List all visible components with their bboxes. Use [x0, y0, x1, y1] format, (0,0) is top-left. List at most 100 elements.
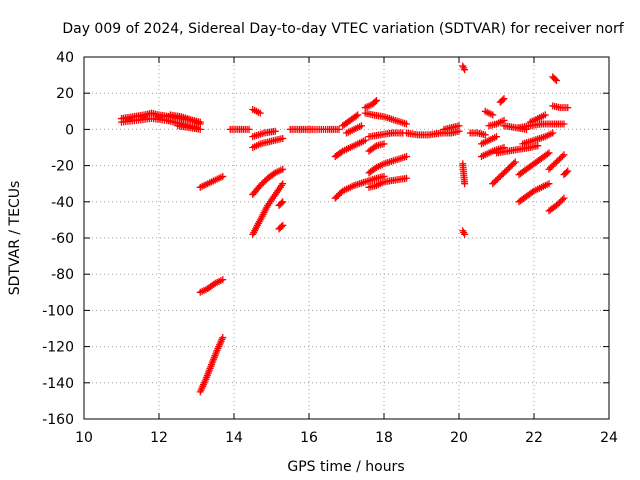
series-arc-31	[459, 160, 469, 188]
data-points	[118, 62, 572, 396]
data-point	[279, 198, 287, 206]
y-tick-label: -40	[51, 195, 74, 211]
series-arc-05	[196, 172, 227, 191]
series-arc-46	[545, 151, 568, 173]
data-point	[549, 129, 557, 137]
x-tick-label: 12	[150, 430, 168, 446]
data-point	[544, 150, 551, 158]
data-point	[354, 111, 362, 119]
data-point	[560, 194, 568, 202]
y-tick-labels: -160 -140 -120 -100 -80 -60 -40 -20 0 20 40	[42, 50, 74, 428]
y-tick-label: -120	[42, 340, 74, 356]
data-point	[279, 180, 287, 188]
series-arc-30	[459, 227, 469, 238]
data-point	[534, 142, 542, 150]
data-point	[559, 152, 566, 160]
series-arc-15	[275, 221, 287, 233]
series-arc-26	[365, 140, 388, 155]
series-arc-06	[196, 276, 227, 296]
series-arc-18	[331, 136, 369, 161]
series-arc-17	[331, 172, 388, 202]
data-point	[541, 111, 549, 119]
x-tick-labels: 10 12 14 16 18 20 22 24	[75, 430, 618, 446]
series-arc-09	[249, 105, 264, 117]
data-point	[403, 174, 410, 182]
y-tick-label: 40	[56, 50, 74, 66]
data-point	[196, 125, 204, 133]
series-arc-24	[365, 153, 410, 177]
data-point	[560, 120, 568, 128]
data-point	[564, 167, 572, 175]
y-tick-label: 20	[56, 86, 74, 102]
series-arc-10	[249, 134, 287, 151]
y-tick-label: -160	[42, 412, 74, 428]
series-arc-36	[496, 95, 508, 106]
series-arc-21	[361, 96, 380, 112]
series-arc-19	[339, 111, 362, 130]
data-point	[219, 334, 227, 342]
data-point	[461, 180, 469, 188]
data-point	[219, 172, 227, 180]
data-point	[403, 153, 410, 161]
y-axis-label: SDTVAR / TECUs	[7, 181, 23, 296]
series-arc-49	[549, 102, 572, 112]
data-point	[256, 109, 264, 117]
series-arc-22	[361, 109, 410, 128]
series-arc-04	[174, 122, 204, 133]
series-arc-39	[493, 142, 542, 157]
y-tick-label: -20	[51, 159, 74, 175]
data-point	[461, 66, 469, 74]
data-point	[279, 221, 287, 229]
data-point	[493, 133, 500, 141]
x-tick-label: 16	[300, 430, 318, 446]
data-point	[510, 159, 518, 167]
series-arc-50	[560, 167, 572, 179]
y-tick-label: 0	[65, 122, 74, 138]
series-arc-13	[249, 127, 279, 141]
x-tick-label: 24	[600, 430, 618, 446]
data-point	[559, 196, 566, 204]
data-point	[481, 131, 489, 139]
x-tick-label: 20	[450, 430, 468, 446]
data-point	[455, 122, 463, 130]
series-arc-27	[403, 127, 463, 139]
data-point	[461, 230, 469, 238]
y-tick-label: -140	[42, 376, 74, 392]
series-arc-28	[440, 122, 463, 133]
series-arc-48	[549, 73, 560, 85]
data-point	[545, 180, 553, 188]
data-point	[278, 199, 285, 207]
y-tick-label: -80	[51, 267, 74, 283]
series-arc-11	[249, 165, 287, 199]
series-arc-12	[249, 180, 287, 238]
data-point	[489, 111, 497, 119]
data-point	[551, 75, 559, 83]
data-point	[335, 125, 343, 133]
x-tick-label: 10	[75, 430, 93, 446]
y-tick-label: -60	[51, 231, 74, 247]
series-arc-35	[485, 116, 508, 130]
x-tick-label: 14	[225, 430, 243, 446]
axis-ticks	[83, 56, 610, 420]
data-point	[560, 151, 568, 159]
data-point	[371, 98, 379, 106]
data-point	[371, 143, 379, 151]
data-point	[245, 125, 253, 133]
series-arc-07	[196, 334, 227, 396]
series-arc-47	[545, 194, 568, 215]
series-arc-32	[466, 129, 489, 139]
series-arc-41	[515, 149, 553, 179]
x-tick-label: 18	[375, 430, 393, 446]
data-point	[358, 122, 365, 130]
data-point	[380, 140, 388, 148]
data-point	[219, 276, 227, 284]
data-point	[373, 96, 380, 104]
data-point	[511, 158, 519, 166]
series-arc-42	[515, 180, 553, 206]
y-tick-label: -100	[42, 303, 74, 319]
data-point	[271, 127, 279, 135]
data-point	[500, 95, 508, 103]
data-point	[278, 223, 285, 231]
data-point	[352, 112, 360, 120]
data-point	[279, 134, 287, 142]
